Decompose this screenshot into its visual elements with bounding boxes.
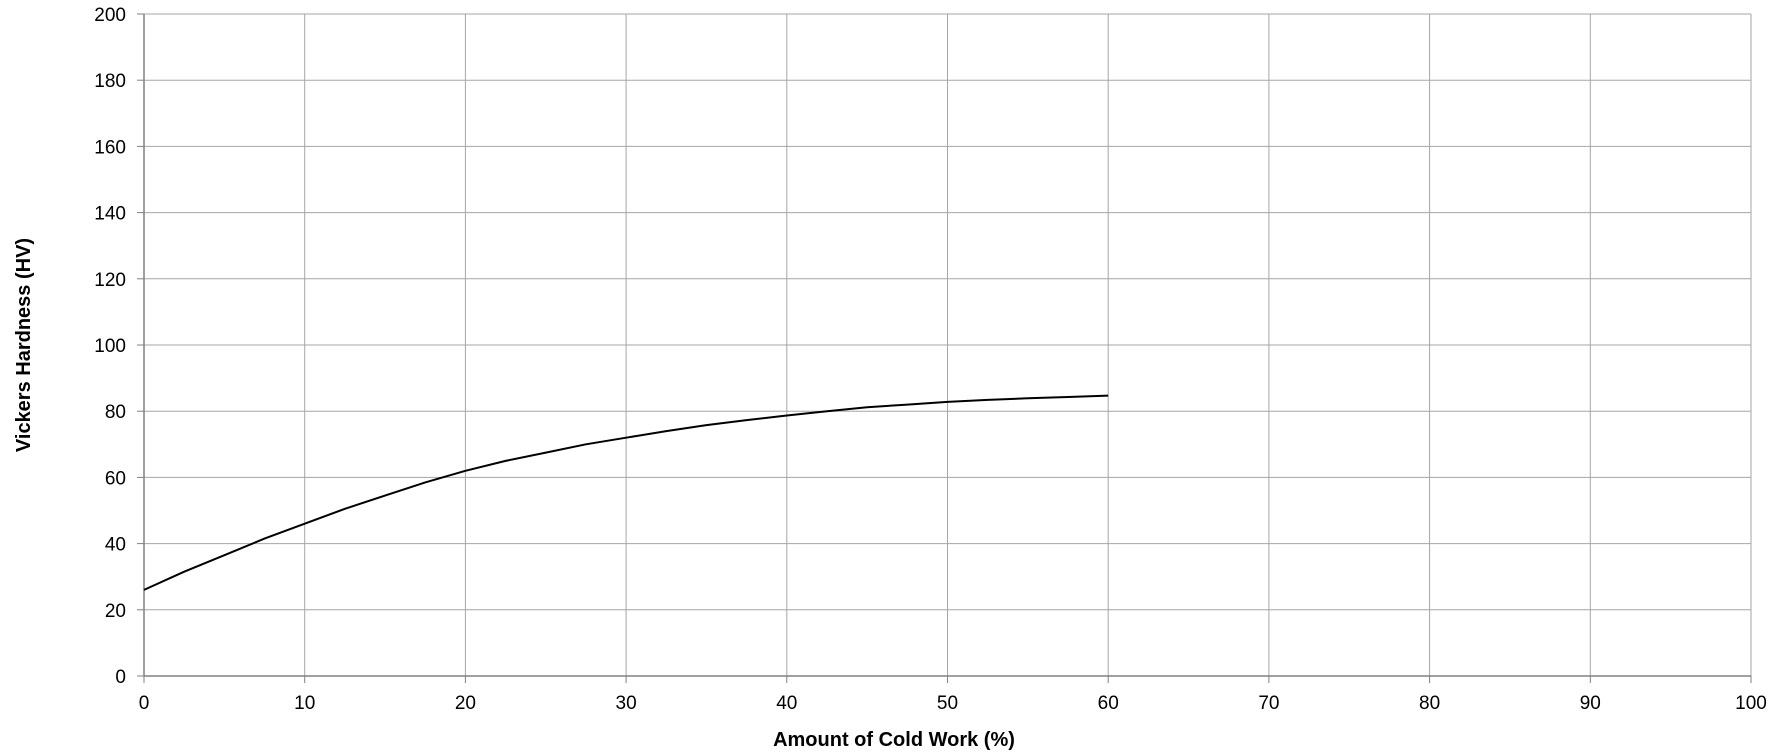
x-tick-label-60: 60	[1098, 693, 1119, 714]
y-tick-label-120: 120	[94, 270, 126, 291]
x-tick-label-70: 70	[1258, 693, 1279, 714]
y-tick-label-140: 140	[94, 204, 126, 225]
x-tick-label-20: 20	[455, 693, 476, 714]
x-tick-label-40: 40	[776, 693, 797, 714]
y-tick-label-0: 0	[115, 667, 126, 688]
y-tick-label-40: 40	[105, 535, 126, 556]
y-tick-label-20: 20	[105, 601, 126, 622]
x-axis-title: Amount of Cold Work (%)	[773, 729, 1015, 751]
x-tick-label-80: 80	[1419, 693, 1440, 714]
y-tick-label-200: 200	[94, 5, 126, 26]
x-tick-label-30: 30	[616, 693, 637, 714]
y-axis-title: Vickers Hardness (HV)	[13, 238, 35, 452]
axes	[137, 13, 1752, 683]
series-group	[143, 394, 1109, 591]
x-tick-labels: 0 10 20 30 40 50 60 70 80 90 100	[139, 693, 1767, 714]
x-tick-label-50: 50	[937, 693, 958, 714]
x-tick-label-0: 0	[139, 693, 150, 714]
y-tick-label-160: 160	[94, 137, 126, 158]
series-line-0	[143, 394, 1109, 591]
x-tick-label-100: 100	[1735, 693, 1767, 714]
x-tick-label-90: 90	[1580, 693, 1601, 714]
y-tick-label-180: 180	[94, 71, 126, 92]
y-tick-label-80: 80	[105, 402, 126, 423]
y-tick-labels: 0 20 40 60 80 100 120 140 160 180 200	[94, 5, 126, 688]
grid-lines	[144, 13, 1752, 676]
y-tick-label-100: 100	[94, 336, 126, 357]
y-tick-label-60: 60	[105, 468, 126, 489]
x-tick-label-10: 10	[294, 693, 315, 714]
